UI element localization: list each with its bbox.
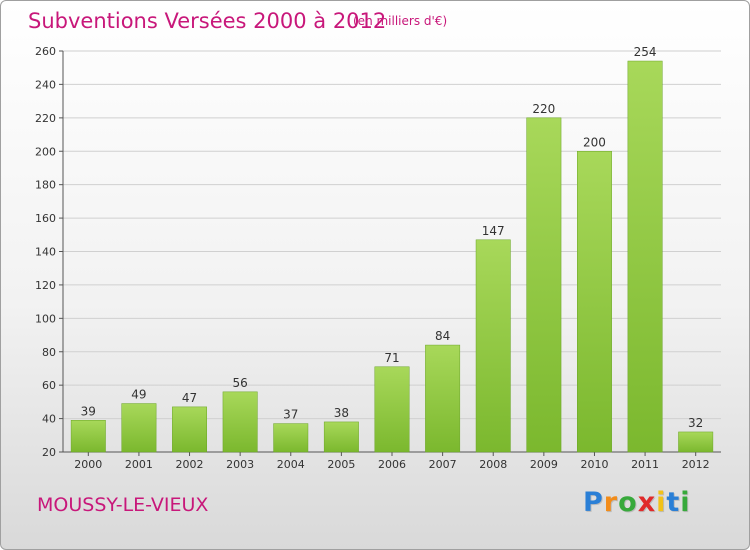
y-tick-label: 140	[35, 246, 56, 259]
bar-2008	[475, 239, 511, 453]
logo-letter: x	[637, 487, 657, 518]
bar-value-label: 84	[435, 329, 450, 343]
bar-value-label: 49	[131, 388, 146, 402]
bar-2000	[70, 420, 106, 453]
bar-value-label: 37	[283, 408, 298, 422]
logo-letter: o	[618, 487, 638, 518]
bar-2010	[577, 151, 612, 453]
logo-letter: r	[603, 487, 619, 518]
bar-value-label: 38	[334, 406, 349, 420]
y-tick-label: 100	[35, 312, 56, 325]
bar-2006	[374, 366, 410, 453]
y-tick-label: 220	[35, 112, 56, 125]
bar-value-label: 47	[182, 391, 197, 405]
bar-2012	[678, 431, 714, 453]
y-tick-label: 180	[35, 179, 56, 192]
bar-value-label: 39	[81, 404, 96, 418]
bar-value-label: 71	[384, 351, 399, 365]
bar-value-label: 147	[482, 224, 505, 238]
labels: 20 40 60 80 100 120 140 160 180 200 220 240 260 39 200…	[35, 45, 710, 471]
x-tick-label: 2001	[125, 458, 153, 471]
x-tick-label: 2009	[530, 458, 558, 471]
x-tick-label: 2010	[580, 458, 608, 471]
y-tick-label: 120	[35, 279, 56, 292]
bar-value-label: 200	[583, 135, 606, 149]
y-tick-label: 40	[42, 413, 56, 426]
x-tick-label: 2004	[277, 458, 305, 471]
x-tick-label: 2006	[378, 458, 406, 471]
x-tick-label: 2011	[631, 458, 659, 471]
y-tick-label: 240	[35, 78, 56, 91]
y-tick-label: 20	[42, 446, 56, 459]
bar-value-label: 32	[688, 416, 703, 430]
y-tick-label: 160	[35, 212, 56, 225]
proxiti-logo: Proxiti	[583, 487, 691, 518]
commune-name: MOUSSY-LE-VIEUX	[37, 494, 209, 516]
bars	[70, 60, 714, 453]
bar-2011	[627, 60, 663, 453]
y-tick-label: 260	[35, 45, 56, 58]
bar-2003	[222, 391, 258, 453]
x-tick-label: 2003	[226, 458, 254, 471]
y-tick-label: 60	[42, 379, 56, 392]
x-tick-label: 2002	[176, 458, 204, 471]
chart-title: Subventions Versées 2000 à 2012	[28, 9, 387, 33]
bar-value-label: 254	[634, 45, 657, 59]
logo-letter: i	[680, 487, 691, 518]
bar-2005	[323, 421, 359, 453]
x-tick-label: 2012	[682, 458, 710, 471]
bar-2001	[121, 403, 157, 453]
x-tick-label: 2008	[479, 458, 507, 471]
y-tick-label: 80	[42, 346, 56, 359]
x-tick-label: 2000	[74, 458, 102, 471]
bar-value-label: 56	[233, 376, 248, 390]
x-tick-label: 2007	[429, 458, 457, 471]
bar-value-label: 220	[532, 102, 555, 116]
logo-letter: t	[666, 487, 681, 518]
logo-letter: i	[656, 487, 667, 518]
bar-2007	[425, 344, 461, 453]
y-tick-label: 200	[35, 145, 56, 158]
bar-2002	[172, 406, 207, 453]
x-tick-label: 2005	[327, 458, 355, 471]
logo-letter: P	[583, 487, 604, 518]
bar-2009	[526, 117, 562, 453]
bar-2004	[273, 423, 309, 453]
chart-subtitle: (en milliers d'€)	[353, 14, 448, 28]
